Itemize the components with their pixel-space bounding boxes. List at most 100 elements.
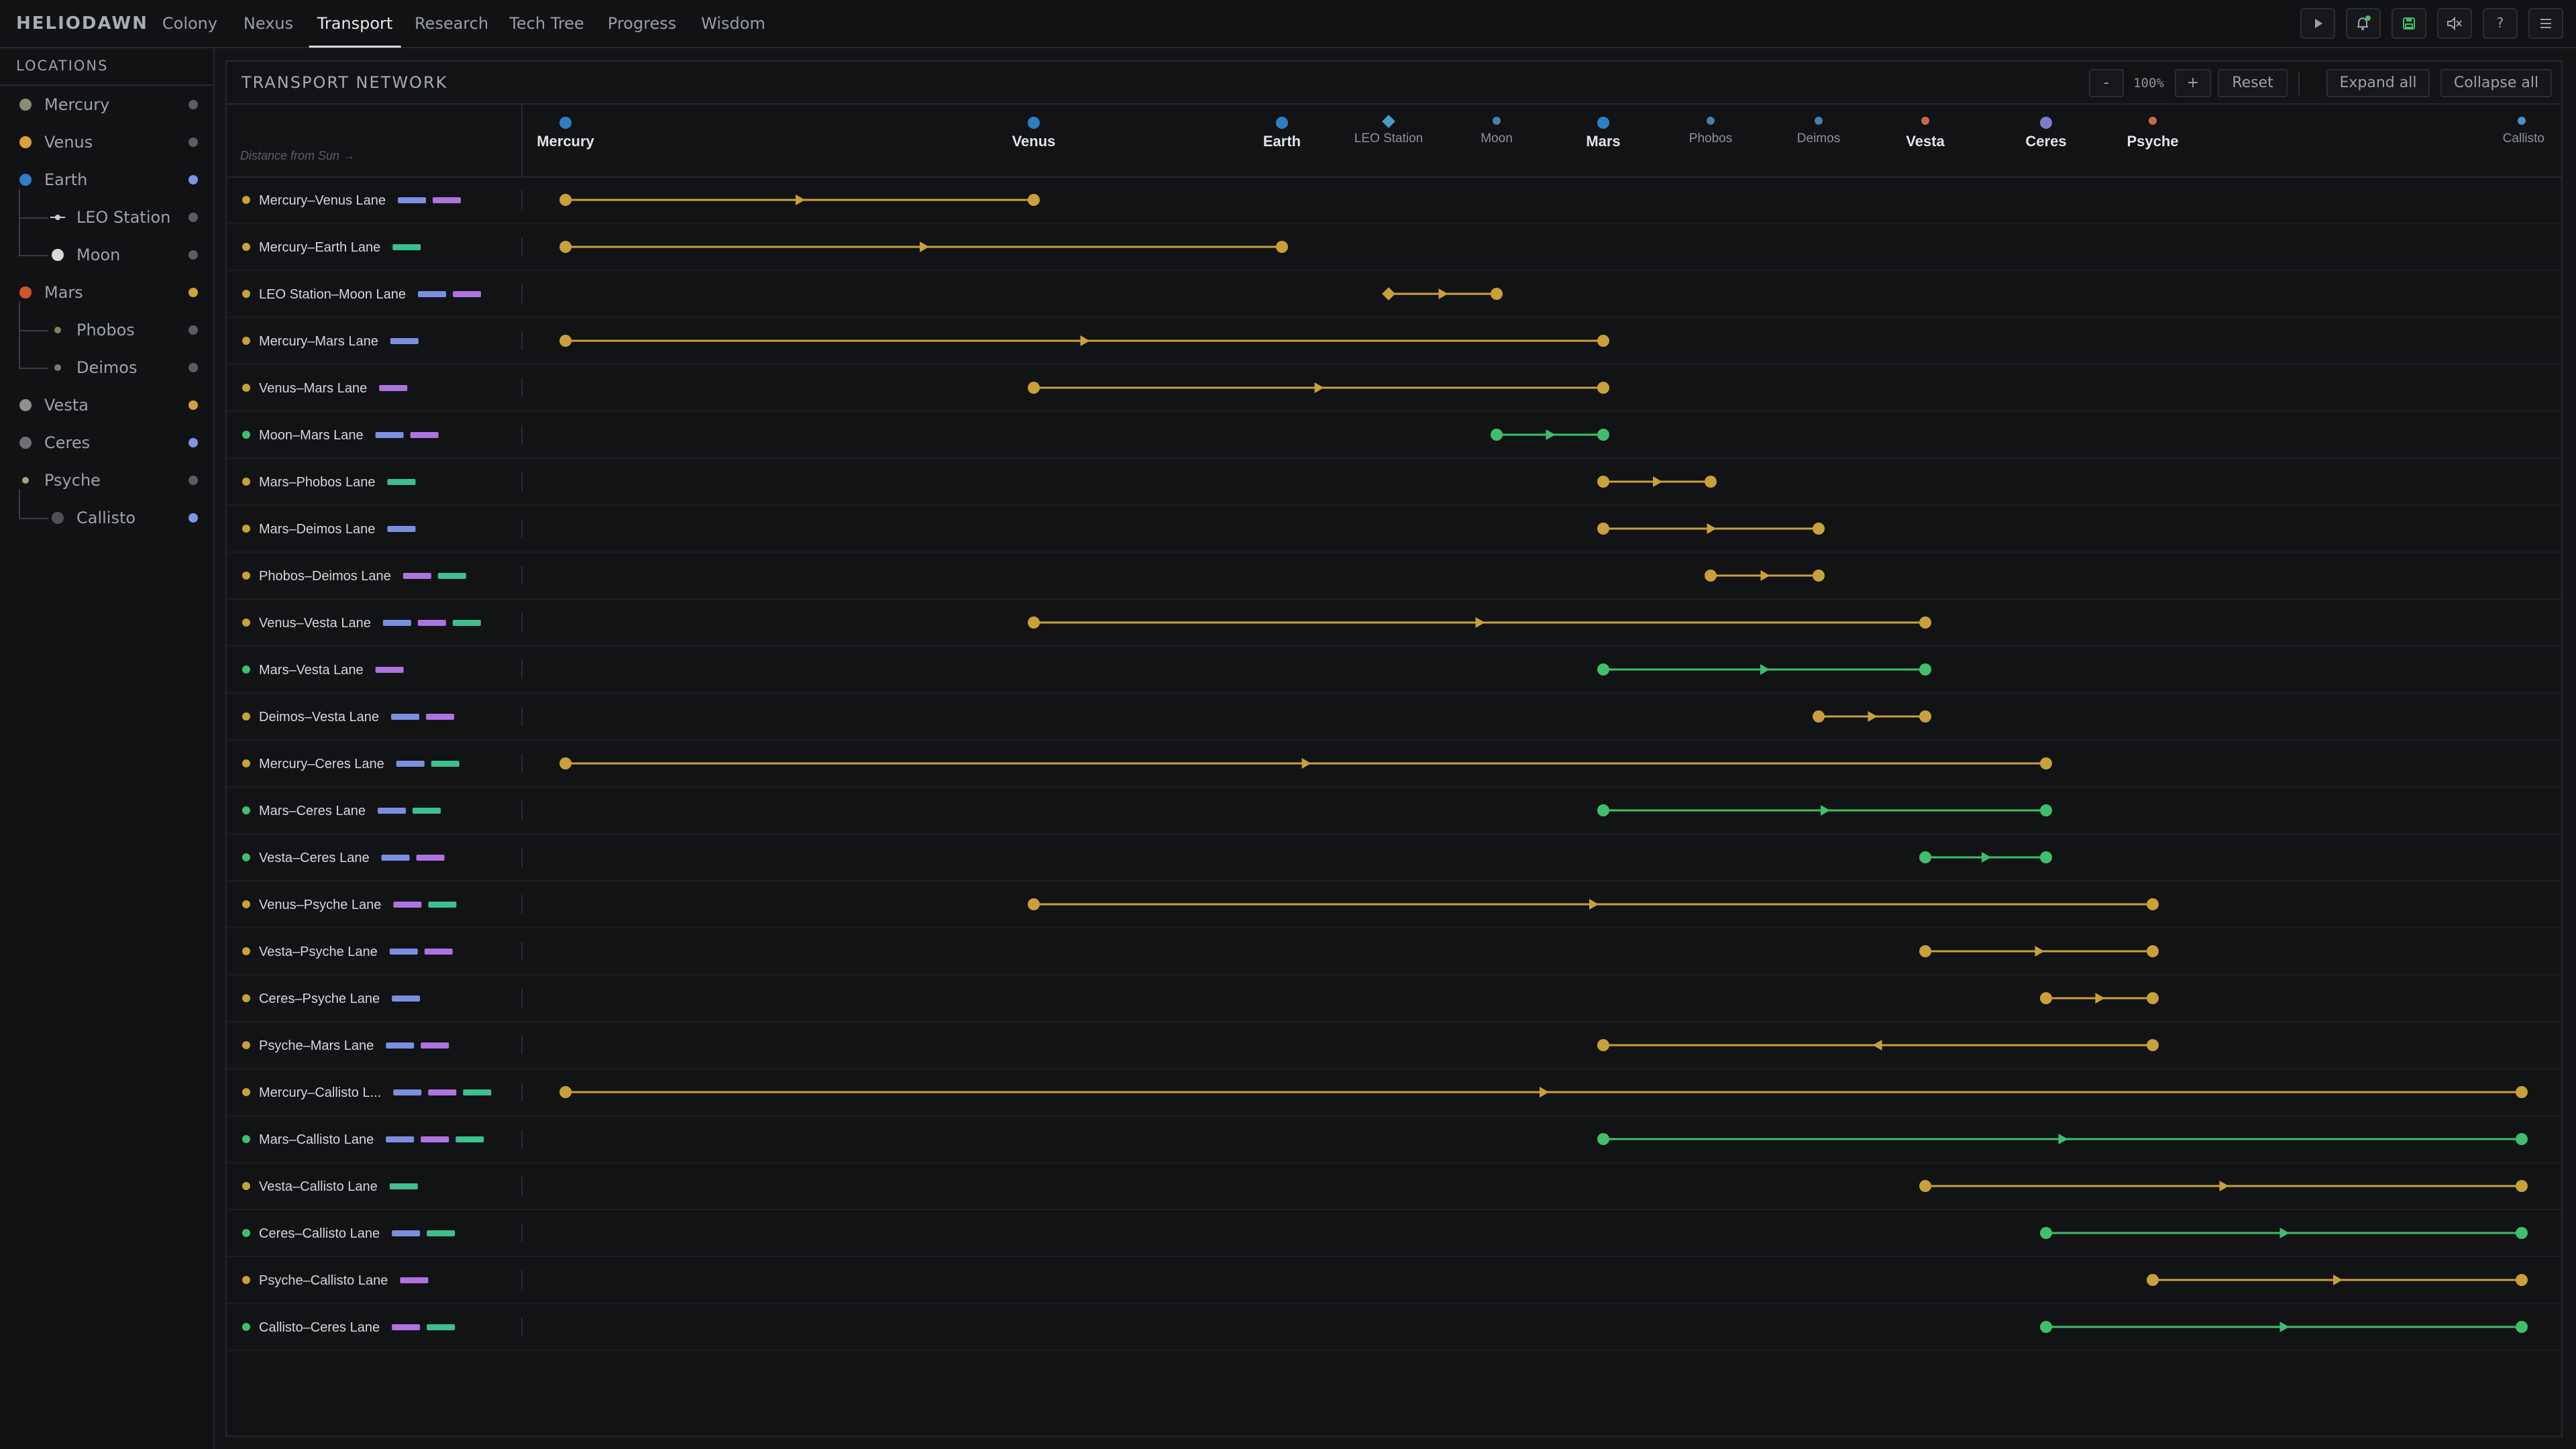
lane-status-dot-icon bbox=[242, 947, 250, 955]
lane-label[interactable]: Phobos–Deimos Lane bbox=[259, 569, 391, 584]
play-button[interactable] bbox=[2300, 8, 2335, 39]
lane-label[interactable]: Venus–Vesta Lane bbox=[259, 616, 371, 631]
reset-button[interactable]: Reset bbox=[2218, 69, 2288, 97]
tab-wisdom[interactable]: Wisdom bbox=[701, 14, 765, 33]
arrow-right-icon bbox=[1546, 429, 1556, 440]
tab-research[interactable]: Research bbox=[414, 14, 489, 33]
resource-chip-purple bbox=[421, 1136, 449, 1142]
help-button[interactable]: ? bbox=[2483, 8, 2518, 39]
location-header-phobos[interactable]: Phobos bbox=[1689, 131, 1732, 146]
location-dot-icon bbox=[52, 512, 64, 524]
lane-label[interactable]: Mars–Deimos Lane bbox=[259, 522, 375, 537]
lane-endpoint-icon bbox=[2040, 1321, 2052, 1333]
sidebar-item-earth[interactable]: Earth bbox=[0, 162, 213, 198]
lane-label[interactable]: Mars–Phobos Lane bbox=[259, 475, 375, 490]
resource-chip-teal bbox=[463, 1089, 492, 1095]
location-header-moon[interactable]: Moon bbox=[1481, 131, 1513, 146]
sidebar-item-ceres[interactable]: Ceres bbox=[0, 425, 213, 461]
lane-label[interactable]: Callisto–Ceres Lane bbox=[259, 1320, 380, 1335]
lane-label[interactable]: Mars–Vesta Lane bbox=[259, 663, 364, 678]
location-dot-icon bbox=[19, 286, 32, 299]
arrow-right-icon bbox=[2279, 1228, 2290, 1238]
collapse-all-button[interactable]: Collapse all bbox=[2440, 69, 2552, 97]
lane-label[interactable]: Venus–Mars Lane bbox=[259, 381, 367, 396]
resource-chip-purple bbox=[428, 1089, 457, 1095]
location-header-mercury[interactable]: Mercury bbox=[537, 133, 594, 150]
lane-label[interactable]: Vesta–Ceres Lane bbox=[259, 851, 370, 865]
mute-button[interactable] bbox=[2437, 8, 2472, 39]
zoom-out-button[interactable]: - bbox=[2089, 69, 2124, 97]
location-header-deimos[interactable]: Deimos bbox=[1797, 131, 1840, 146]
resource-chip-blue bbox=[389, 949, 418, 955]
lane-endpoint-icon bbox=[1919, 710, 1931, 722]
lane-label[interactable]: Mars–Ceres Lane bbox=[259, 804, 366, 818]
lane-label[interactable]: Mercury–Callisto L... bbox=[259, 1085, 381, 1100]
tab-transport[interactable]: Transport bbox=[309, 0, 401, 48]
sidebar-item-moon[interactable]: Moon bbox=[0, 237, 213, 273]
lane-label[interactable]: Mercury–Ceres Lane bbox=[259, 757, 384, 771]
sidebar-item-vesta[interactable]: Vesta bbox=[0, 387, 213, 423]
location-header-mars[interactable]: Mars bbox=[1586, 133, 1620, 150]
arrow-right-icon bbox=[796, 195, 805, 205]
sidebar-item-venus[interactable]: Venus bbox=[0, 124, 213, 160]
sidebar-item-psyche[interactable]: Psyche bbox=[0, 462, 213, 498]
sidebar-item-label: Venus bbox=[44, 133, 93, 152]
location-dot-icon bbox=[19, 136, 32, 148]
location-header-psyche[interactable]: Psyche bbox=[2127, 133, 2178, 150]
arrow-right-icon bbox=[1301, 758, 1311, 769]
save-button[interactable] bbox=[2392, 8, 2426, 39]
sidebar-item-deimos[interactable]: Deimos bbox=[0, 350, 213, 386]
location-header-venus[interactable]: Venus bbox=[1012, 133, 1056, 150]
top-bar: HELIODAWN Colony Nexus Transport Research Te… bbox=[0, 0, 2576, 48]
lane-label[interactable]: Psyche–Mars Lane bbox=[259, 1038, 374, 1053]
lane-label[interactable]: Vesta–Psyche Lane bbox=[259, 945, 378, 959]
arrow-right-icon bbox=[1760, 664, 1770, 675]
lane-label[interactable]: LEO Station–Moon Lane bbox=[259, 287, 406, 302]
lane-status-dot-icon bbox=[242, 290, 250, 298]
sidebar-item-mars[interactable]: Mars bbox=[0, 274, 213, 311]
location-header-leo-station[interactable]: LEO Station bbox=[1354, 131, 1423, 146]
menu-button[interactable] bbox=[2528, 8, 2563, 39]
lane-label[interactable]: Mars–Callisto Lane bbox=[259, 1132, 374, 1147]
sidebar-item-leo-station[interactable]: LEO Station bbox=[0, 199, 213, 235]
lane-endpoint-icon bbox=[1919, 616, 1931, 629]
expand-all-button[interactable]: Expand all bbox=[2326, 69, 2430, 97]
sidebar-item-mercury[interactable]: Mercury bbox=[0, 87, 213, 123]
play-icon bbox=[2315, 19, 2322, 28]
location-header-earth[interactable]: Earth bbox=[1263, 133, 1301, 150]
resource-chip-blue bbox=[387, 526, 416, 532]
lane-label[interactable]: Mercury–Earth Lane bbox=[259, 240, 380, 255]
lane-label[interactable]: Vesta–Callisto Lane bbox=[259, 1179, 378, 1194]
lane-endpoint-icon bbox=[2040, 851, 2052, 863]
resource-chip-teal bbox=[455, 1136, 484, 1142]
lane-label[interactable]: Mercury–Mars Lane bbox=[259, 334, 378, 349]
lane-label[interactable]: Ceres–Psyche Lane bbox=[259, 991, 380, 1006]
location-header-vesta[interactable]: Vesta bbox=[1906, 133, 1945, 150]
sidebar-item-label: Mars bbox=[44, 283, 83, 302]
lane-status-dot-icon bbox=[242, 712, 250, 720]
lane-endpoint-icon bbox=[1597, 804, 1609, 816]
tab-nexus[interactable]: Nexus bbox=[243, 14, 294, 33]
location-header-callisto[interactable]: Callisto bbox=[2503, 131, 2544, 146]
sidebar-item-phobos[interactable]: Phobos bbox=[0, 312, 213, 348]
lane-label[interactable]: Deimos–Vesta Lane bbox=[259, 710, 379, 724]
tab-progress[interactable]: Progress bbox=[607, 14, 677, 33]
resource-chip-teal bbox=[431, 761, 460, 767]
zoom-in-button[interactable]: + bbox=[2175, 69, 2211, 97]
lane-label[interactable]: Venus–Psyche Lane bbox=[259, 898, 381, 912]
tab-tech-tree[interactable]: Tech Tree bbox=[509, 14, 584, 33]
lane-endpoint-icon bbox=[1919, 1180, 1931, 1192]
lane-label[interactable]: Psyche–Callisto Lane bbox=[259, 1273, 388, 1288]
tab-colony[interactable]: Colony bbox=[162, 14, 218, 33]
arrow-right-icon bbox=[1475, 617, 1485, 628]
notifications-button[interactable] bbox=[2346, 8, 2381, 39]
lane-status-dot-icon bbox=[242, 1323, 250, 1331]
lane-label[interactable]: Mercury–Venus Lane bbox=[259, 193, 386, 208]
location-header-ceres[interactable]: Ceres bbox=[2025, 133, 2066, 150]
sidebar-item-callisto[interactable]: Callisto bbox=[0, 500, 213, 536]
lane-label[interactable]: Ceres–Callisto Lane bbox=[259, 1226, 380, 1241]
lane-endpoint-icon bbox=[1813, 523, 1825, 535]
tree-connector bbox=[19, 518, 48, 519]
resource-chip-blue bbox=[390, 338, 419, 344]
lane-label[interactable]: Moon–Mars Lane bbox=[259, 428, 364, 443]
